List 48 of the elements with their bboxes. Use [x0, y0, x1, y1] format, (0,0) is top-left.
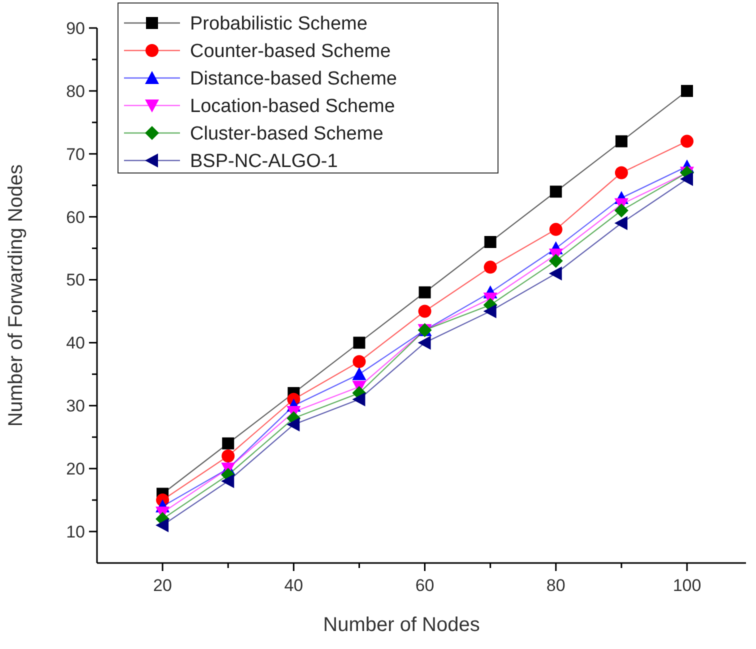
point [418, 336, 431, 350]
point [483, 304, 496, 318]
y-tick-label: 60 [66, 208, 85, 227]
legend-label: Counter-based Scheme [190, 41, 391, 62]
point [548, 254, 563, 268]
point [614, 166, 628, 180]
point [680, 172, 693, 186]
legend-label: BSP-NC-ALGO-1 [190, 151, 338, 172]
legend-label: Distance-based Scheme [190, 68, 397, 90]
point [222, 450, 235, 462]
x-tick-label: 100 [672, 576, 702, 595]
point [418, 286, 431, 298]
x-axis-title: Number of Nodes [323, 614, 480, 636]
legend-label: Probabilistic Scheme [190, 14, 368, 35]
y-tick-label: 20 [66, 460, 85, 479]
point [156, 518, 169, 532]
point [614, 216, 628, 230]
x-tick-label: 40 [284, 576, 304, 595]
point [484, 236, 496, 248]
y-tick-label: 70 [66, 144, 85, 164]
point [418, 304, 432, 318]
point [615, 135, 628, 148]
legend-label: Location-based Scheme [190, 96, 395, 118]
point [221, 474, 234, 488]
y-tick-label: 80 [66, 82, 85, 101]
x-tick-label: 80 [546, 576, 566, 595]
point [548, 266, 562, 280]
y-tick-label: 90 [66, 18, 85, 38]
point [352, 392, 366, 406]
y-tick-label: 10 [66, 522, 85, 542]
point [352, 367, 366, 380]
point [484, 260, 497, 274]
y-tick-label: 50 [66, 270, 85, 290]
point [550, 186, 562, 198]
point [680, 134, 694, 148]
point [222, 437, 234, 450]
x-tick-label: 60 [415, 576, 434, 595]
point [549, 222, 562, 236]
point [352, 355, 366, 368]
point [286, 418, 300, 432]
y-tick-label: 40 [66, 334, 85, 353]
point [681, 84, 693, 97]
x-tick-label: 20 [153, 576, 172, 595]
y-axis-title: Number of Forwarding Nodes [5, 164, 27, 427]
point [353, 336, 366, 349]
y-tick-label: 30 [66, 396, 85, 416]
legend-label: Cluster-based Scheme [190, 124, 384, 145]
point [614, 204, 628, 218]
